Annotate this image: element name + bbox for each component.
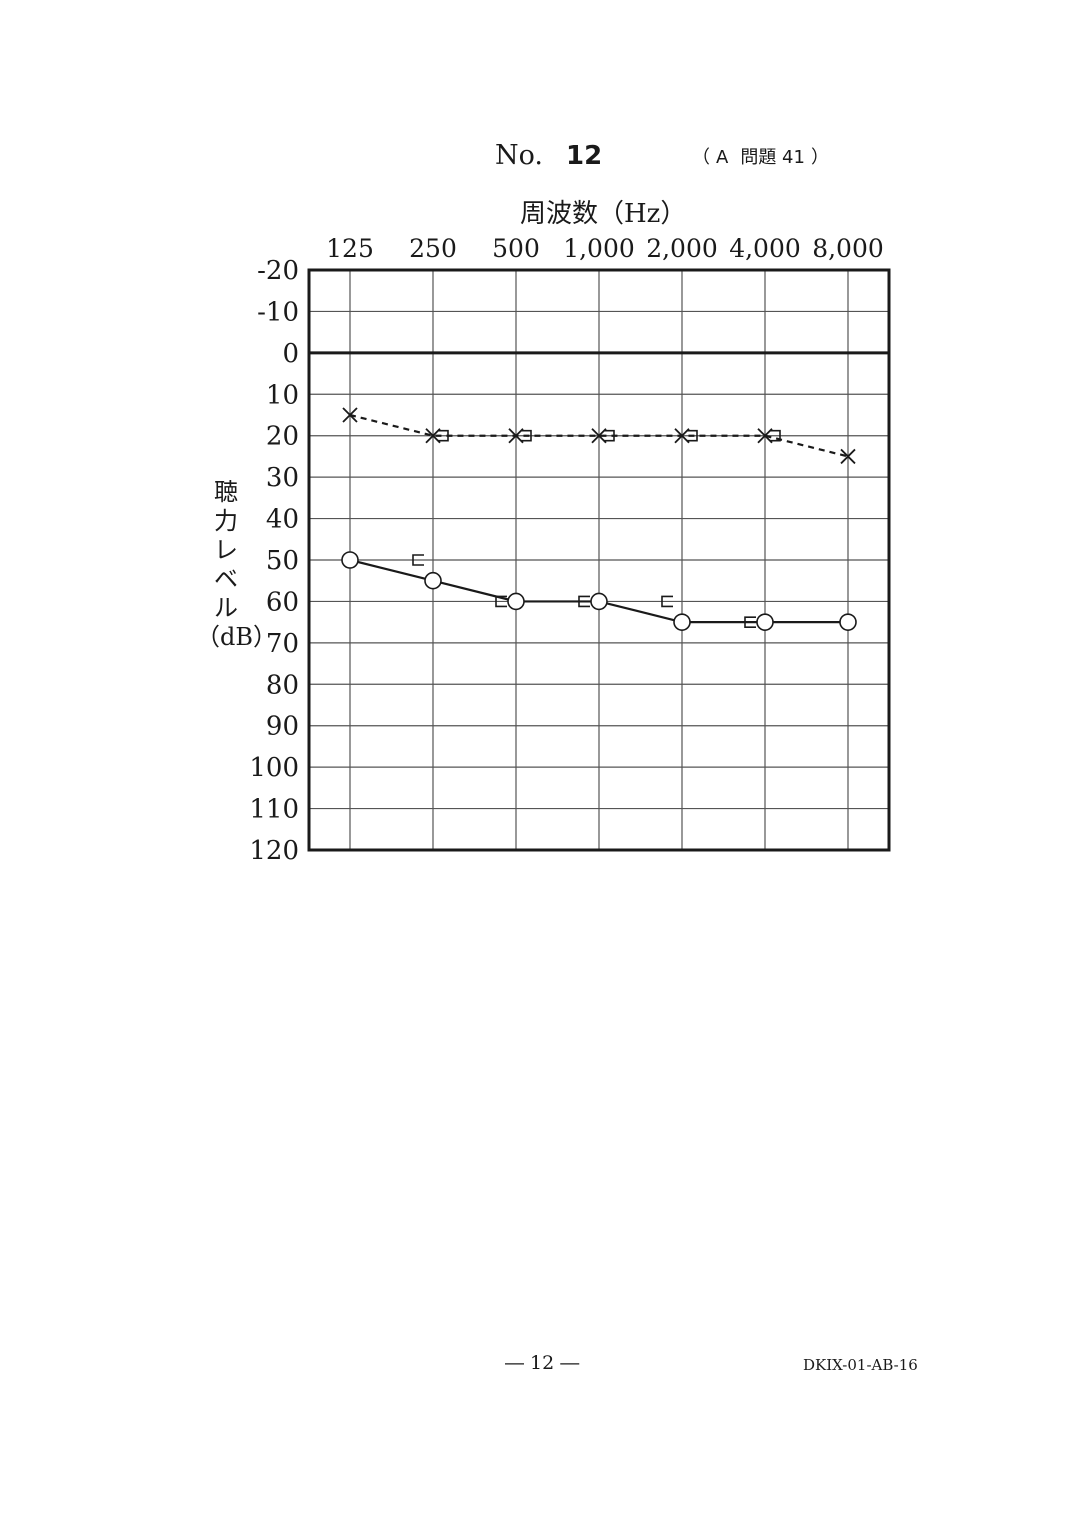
y-tick-label: 70 <box>266 629 299 659</box>
y-tick-label: 10 <box>266 380 299 410</box>
cross-marker <box>342 407 358 423</box>
y-axis-title-char: 力 <box>214 507 238 535</box>
y-tick-label: 110 <box>249 795 299 825</box>
plot-frame <box>307 268 891 852</box>
bracket-right-marker <box>438 429 449 442</box>
y-tick-label: 0 <box>282 339 299 369</box>
y-tick-label: 100 <box>249 753 299 783</box>
y-tick-label: 80 <box>266 670 299 700</box>
question-ref-open: （ <box>692 147 710 168</box>
circle-marker <box>507 592 525 611</box>
x-tick-label: 250 <box>409 234 457 263</box>
record-number-label: No. <box>495 140 543 171</box>
cross-marker <box>591 428 607 444</box>
bracket-left-marker <box>661 595 673 608</box>
circle-marker <box>673 613 691 631</box>
question-ref-close: ） <box>810 147 829 168</box>
circle-marker <box>341 551 359 569</box>
y-tick-label: -10 <box>257 297 299 327</box>
y-tick-label: -20 <box>257 256 299 286</box>
question-ref-section: A <box>716 147 729 168</box>
circle-marker <box>424 571 442 590</box>
y-tick-label: 120 <box>249 836 299 866</box>
question-reference: （ A 問題 41） <box>692 143 829 169</box>
y-tick-label: 30 <box>266 463 299 493</box>
y-axis-title-char: ル <box>214 594 238 622</box>
cross-marker <box>425 428 441 444</box>
record-number-value: 12 <box>566 141 603 171</box>
x-axis-title: 周波数（Hz） <box>520 199 687 229</box>
bracket-right-marker <box>687 429 698 442</box>
bracket-left-marker <box>412 554 424 566</box>
cross-marker <box>674 428 690 444</box>
y-axis-title-char: ベ <box>214 565 238 593</box>
x-tick-label: 1,000 <box>563 234 635 263</box>
bracket-left-marker <box>744 616 756 628</box>
bracket-right-marker <box>521 429 532 442</box>
x-tick-label: 125 <box>326 234 374 263</box>
bracket-right-marker <box>770 429 781 442</box>
bracket-left-marker <box>578 595 590 608</box>
y-tick-label: 50 <box>266 546 299 576</box>
x-tick-label: 500 <box>492 234 540 263</box>
bracket-left-marker <box>495 595 507 608</box>
y-tick-label: 90 <box>266 712 299 742</box>
x-tick-label: 2,000 <box>646 234 718 263</box>
cross-marker <box>508 428 524 444</box>
page-number: ― 12 ― <box>505 1352 580 1374</box>
cross-marker <box>840 448 856 465</box>
document-code: DKIX-01-AB-16 <box>803 1356 918 1374</box>
y-axis-title-char: 聴 <box>214 478 238 506</box>
y-axis-title-char: レ <box>214 536 238 564</box>
circle-marker <box>756 613 774 631</box>
circle-marker <box>590 592 608 611</box>
y-tick-label: 40 <box>266 505 299 535</box>
x-tick-label: 4,000 <box>729 234 801 263</box>
bracket-right-marker <box>604 429 615 442</box>
y-tick-label: 20 <box>266 422 299 452</box>
question-ref-problem: 問題 41 <box>740 147 805 168</box>
y-tick-label: 60 <box>266 587 299 617</box>
circle-marker <box>839 613 857 631</box>
cross-marker <box>757 428 773 444</box>
x-tick-label: 8,000 <box>812 234 884 263</box>
